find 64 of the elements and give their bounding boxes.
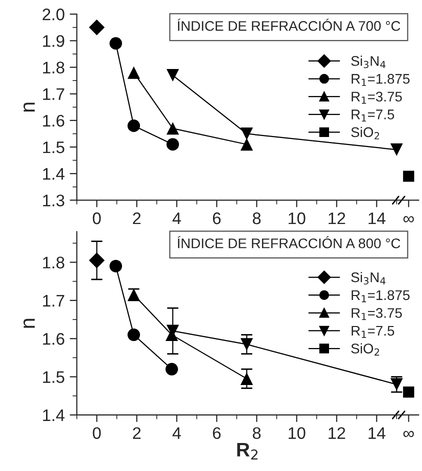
x-tick-label: 10 — [288, 212, 306, 224]
y-tick-label: 2.0 — [42, 8, 64, 20]
y-tick-label: 1.5 — [43, 371, 64, 383]
x-tick-label: 10 — [288, 427, 306, 439]
point — [166, 138, 180, 151]
legend-label: R$_{1}$=1.875 — [352, 74, 410, 86]
y-tick-label: 1.3 — [43, 194, 64, 206]
y-tick-label: 1.9 — [43, 35, 64, 47]
point — [240, 127, 253, 140]
legend-label: R$_{1}$=7.5 — [352, 326, 394, 338]
x-tick-label: 4 — [172, 212, 181, 224]
point — [166, 122, 180, 135]
point — [88, 252, 105, 268]
point — [128, 328, 140, 342]
legend-label: Si$_{3}$N$_{4}$ — [351, 56, 386, 68]
y-tick-label: 1.8 — [43, 256, 64, 268]
x-tick-label: 14 — [368, 427, 386, 439]
x-tick-label: 14 — [368, 212, 386, 224]
x-tick-label: 0 — [92, 212, 101, 224]
x-tick-label: 4 — [172, 427, 181, 439]
y-tick-label: 1.6 — [43, 333, 64, 345]
point — [110, 37, 122, 50]
point — [166, 69, 180, 82]
legend-label: Si$_{3}$N$_{4}$ — [351, 272, 386, 284]
point — [403, 170, 414, 182]
annotation: ÍNDICE DE REFRACCIÓN A 700 °C — [178, 18, 400, 31]
y-tick-label: 1.4 — [43, 410, 65, 421]
point — [390, 143, 403, 156]
legend-label: R$_{1}$=3.75 — [352, 92, 402, 104]
legend-label: R$_{1}$=1.875 — [352, 290, 410, 302]
annotation: ÍNDICE DE REFRACCIÓN A 800 °C — [178, 236, 400, 248]
y-tick-label: 1.8 — [43, 62, 64, 74]
point — [403, 386, 414, 398]
x-tick-label: 8 — [252, 212, 261, 224]
y-tick-label: 1.5 — [43, 142, 64, 154]
x-tick-label: 12 — [328, 212, 346, 224]
point — [240, 138, 253, 151]
point — [240, 338, 253, 351]
point — [128, 120, 140, 132]
legend-label: SiO$_{2}$ — [351, 343, 380, 356]
legend-label: R$_{1}$=7.5 — [352, 110, 394, 122]
y-axis-title: n — [24, 318, 35, 328]
x-tick-label: ∞ — [403, 216, 414, 222]
x-tick-label: 12 — [328, 427, 346, 439]
legend-label: SiO$_{2}$ — [351, 126, 380, 140]
point — [240, 372, 253, 385]
x-tick-label: 8 — [252, 427, 261, 439]
x-tick-label: 0 — [92, 427, 101, 439]
y-tick-label: 1.7 — [43, 88, 64, 100]
point — [128, 66, 140, 79]
y-tick-label: 1.4 — [43, 168, 65, 180]
y-axis-title: n — [24, 102, 35, 112]
x-tick-label: 6 — [212, 212, 221, 224]
y-tick-label: 1.6 — [43, 114, 64, 127]
x-tick-label: 2 — [132, 212, 141, 224]
x-axis-title: R$_{2}$ — [237, 442, 258, 460]
point — [110, 260, 122, 272]
x-tick-label: 2 — [132, 427, 141, 439]
x-tick-label: ∞ — [403, 430, 414, 438]
x-tick-label: 6 — [212, 427, 221, 439]
point — [166, 362, 178, 376]
y-tick-label: 1.7 — [43, 295, 64, 306]
legend-label: R$_{1}$=3.75 — [352, 308, 402, 320]
point — [88, 20, 105, 36]
